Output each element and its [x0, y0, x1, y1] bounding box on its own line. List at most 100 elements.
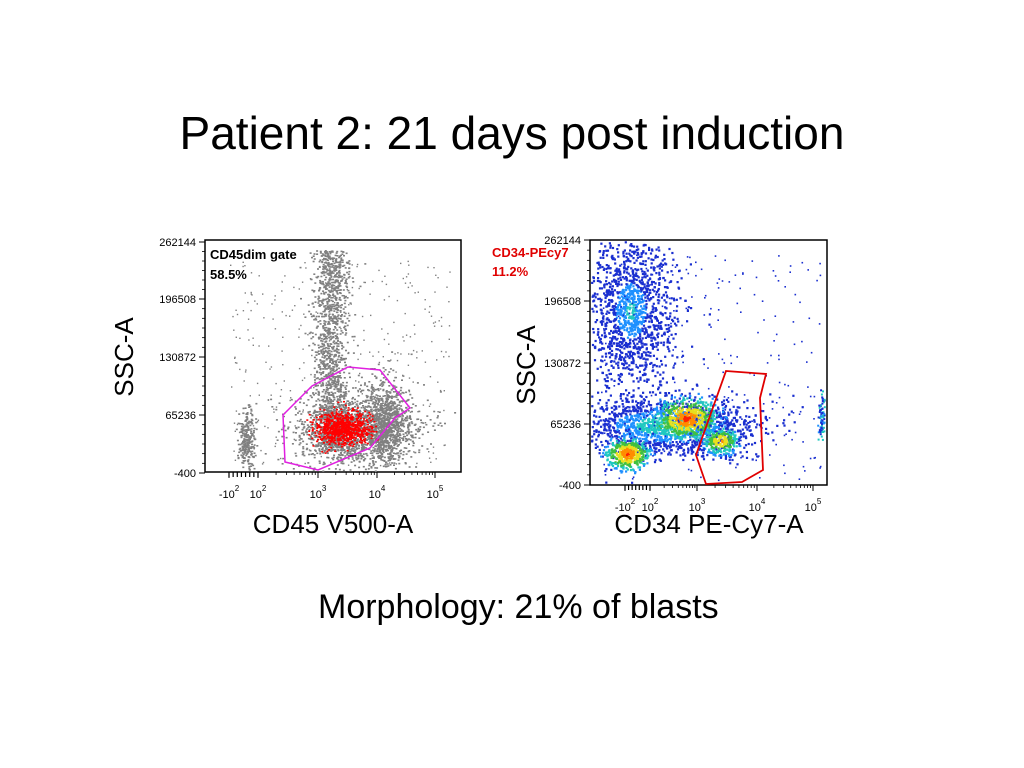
- event-dot: [336, 381, 339, 383]
- event-dot: [268, 345, 270, 347]
- event-dot: [390, 431, 393, 434]
- event-dot: [408, 353, 410, 355]
- event-dot: [326, 269, 329, 272]
- event-dot: [329, 335, 332, 338]
- event-dot: [354, 423, 357, 426]
- event-dot: [371, 437, 374, 440]
- event-dot: [449, 271, 451, 273]
- event-dot: [385, 390, 388, 393]
- event-dot: [319, 323, 322, 325]
- event-dot: [358, 287, 360, 290]
- event-dot: [314, 436, 317, 439]
- event-dot: [385, 450, 388, 452]
- event-dot: [322, 325, 325, 327]
- event-dot: [255, 421, 258, 424]
- event-dot: [396, 422, 399, 424]
- event-dot: [393, 427, 396, 429]
- event-dot: [243, 446, 245, 448]
- event-dot: [328, 313, 331, 315]
- event-dot: [284, 275, 286, 277]
- event-dot: [347, 430, 350, 433]
- event-dot: [362, 465, 365, 468]
- event-dot: [421, 350, 423, 352]
- event-dot: [402, 419, 405, 422]
- event-dot: [342, 462, 345, 465]
- event-dot: [336, 275, 339, 278]
- event-dot: [339, 418, 341, 420]
- event-dot: [390, 401, 393, 403]
- event-dot: [327, 399, 330, 402]
- event-dot: [363, 443, 365, 446]
- event-dot: [345, 426, 348, 428]
- event-dot: [311, 354, 313, 357]
- event-dot: [394, 441, 397, 443]
- event-dot: [340, 383, 342, 385]
- event-dot: [371, 416, 374, 419]
- event-dot: [320, 426, 323, 429]
- event-dot: [330, 307, 333, 310]
- event-dot: [325, 283, 328, 285]
- event-dot: [319, 444, 322, 446]
- event-dot: [244, 444, 246, 446]
- event-dot: [320, 455, 322, 458]
- event-dot: [390, 430, 393, 432]
- event-dot: [429, 419, 432, 421]
- event-dot: [298, 410, 301, 413]
- event-dot: [400, 405, 403, 407]
- event-dot: [366, 406, 369, 408]
- event-dot: [327, 392, 330, 395]
- event-dot: [308, 410, 311, 413]
- event-dot: [374, 417, 377, 420]
- event-dot: [335, 360, 338, 362]
- event-dot: [332, 423, 335, 426]
- event-dot: [328, 278, 331, 281]
- event-dot: [339, 266, 342, 268]
- event-dot: [273, 408, 275, 410]
- event-dot: [332, 417, 335, 420]
- event-dot: [245, 451, 248, 453]
- event-dot: [334, 442, 337, 445]
- event-dot: [329, 295, 332, 297]
- event-dot: [383, 416, 386, 418]
- event-dot: [336, 345, 339, 347]
- event-dot: [334, 392, 337, 394]
- event-dot: [305, 392, 308, 394]
- event-dot: [351, 264, 353, 266]
- event-dot: [331, 419, 334, 421]
- event-dot: [317, 384, 319, 387]
- event-dot: [396, 440, 399, 443]
- event-dot: [253, 467, 256, 470]
- event-dot: [382, 443, 385, 446]
- event-dot: [335, 385, 338, 388]
- event-dot: [381, 407, 384, 409]
- event-dot: [424, 422, 427, 424]
- event-dot: [347, 312, 350, 314]
- event-dot: [381, 428, 384, 431]
- event-dot: [315, 434, 318, 437]
- event-dot: [249, 424, 252, 427]
- event-dot: [323, 345, 326, 347]
- event-dot: [327, 372, 330, 375]
- event-dot: [236, 313, 239, 316]
- event-dot: [315, 419, 318, 421]
- event-dot: [325, 358, 328, 361]
- event-dot: [339, 387, 342, 389]
- event-dot: [393, 406, 396, 408]
- event-dot: [383, 456, 386, 459]
- event-dot: [245, 435, 248, 437]
- event-dot: [333, 441, 336, 444]
- event-dot: [343, 429, 346, 431]
- event-dot: [335, 286, 338, 288]
- event-dot: [340, 423, 343, 426]
- event-dot: [340, 257, 343, 259]
- event-dot: [399, 434, 402, 436]
- event-dot: [343, 408, 346, 411]
- event-dot: [343, 394, 346, 397]
- event-dot: [359, 454, 362, 457]
- event-dot: [387, 426, 390, 429]
- event-dot: [342, 410, 345, 413]
- event-dot: [335, 411, 338, 413]
- event-dot: [334, 308, 337, 310]
- event-dot: [408, 390, 411, 393]
- event-dot: [326, 411, 329, 413]
